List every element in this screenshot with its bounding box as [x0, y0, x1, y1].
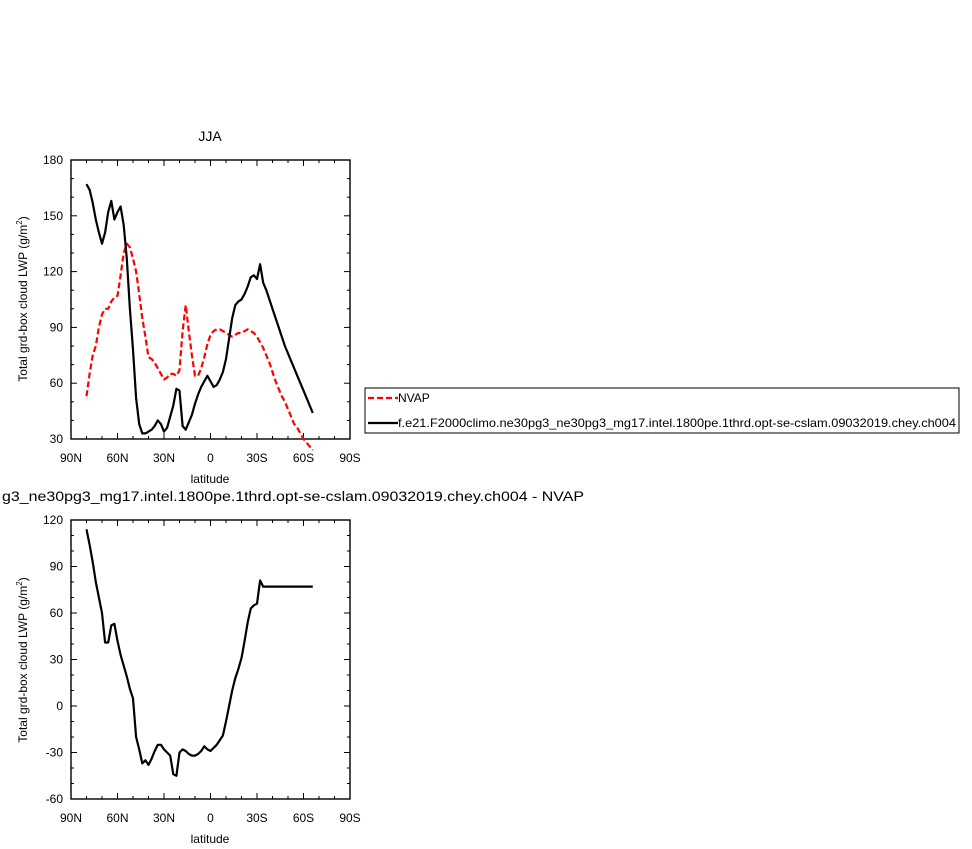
x-tick-label: 30S	[246, 451, 267, 465]
series-lines	[85, 529, 313, 777]
y-tick-label: 120	[43, 513, 63, 527]
series-lines	[85, 183, 314, 451]
y-axis-label: Total grd-box cloud LWP (g/m2)	[15, 216, 30, 381]
x-tick-label: 30N	[153, 451, 175, 465]
series-line-difference	[85, 529, 313, 777]
axis-ticks	[70, 519, 351, 800]
x-tick-label: 30N	[153, 811, 175, 825]
x-tick-label: 60S	[293, 811, 314, 825]
x-tick-label: 90N	[60, 811, 82, 825]
x-tick-label: 30S	[246, 811, 267, 825]
x-tick-labels: 90N 60N 30N 0 30S 60S 90S	[60, 811, 361, 825]
legend-label-model: f.e21.F2000climo.ne30pg3_ne30pg3_mg17.in…	[398, 416, 956, 430]
x-axis-label: latitude	[191, 832, 230, 846]
x-tick-label: 90S	[339, 811, 360, 825]
y-tick-label: -30	[46, 746, 64, 760]
y-tick-label: 30	[50, 653, 64, 667]
y-tick-label: 90	[50, 320, 64, 334]
x-tick-labels: 90N 60N 30N 0 30S 60S 90S	[60, 451, 361, 465]
x-tick-label: 0	[207, 811, 214, 825]
x-axis-label: latitude	[191, 472, 230, 486]
x-tick-label: 90S	[339, 451, 360, 465]
x-tick-label: 0	[207, 451, 214, 465]
legend-label-nvap: NVAP	[398, 391, 430, 405]
chart-title: g3_ne30pg3_mg17.intel.1800pe.1thrd.opt-s…	[2, 488, 584, 504]
bottom-chart: g3_ne30pg3_mg17.intel.1800pe.1thrd.opt-s…	[2, 488, 584, 846]
y-tick-label: 180	[43, 153, 63, 167]
x-tick-label: 90N	[60, 451, 82, 465]
chart-title: JJA	[198, 128, 222, 144]
y-axis-label: Total grd-box cloud LWP (g/m2)	[15, 577, 30, 742]
axis-ticks	[70, 159, 351, 440]
y-tick-label: 30	[50, 432, 64, 446]
y-tick-label: 90	[50, 560, 64, 574]
plot-frame	[70, 519, 351, 800]
y-tick-label: 150	[43, 209, 63, 223]
x-tick-label: 60N	[106, 451, 128, 465]
legend-box	[364, 387, 960, 434]
series-line-model	[85, 183, 314, 435]
y-tick-labels: 30 60 90 120 150 180	[43, 153, 63, 446]
y-tick-label: -60	[46, 792, 64, 806]
series-line-nvap	[85, 242, 314, 451]
y-tick-label: 60	[50, 376, 64, 390]
y-tick-label: 120	[43, 265, 63, 279]
y-tick-label: 0	[56, 699, 63, 713]
x-tick-label: 60N	[106, 811, 128, 825]
y-tick-labels: -60 -30 0 30 60 90 120	[43, 513, 63, 806]
legend: NVAP f.e21.F2000climo.ne30pg3_ne30pg3_mg…	[364, 387, 960, 434]
y-tick-label: 60	[50, 606, 64, 620]
x-tick-label: 60S	[293, 451, 314, 465]
